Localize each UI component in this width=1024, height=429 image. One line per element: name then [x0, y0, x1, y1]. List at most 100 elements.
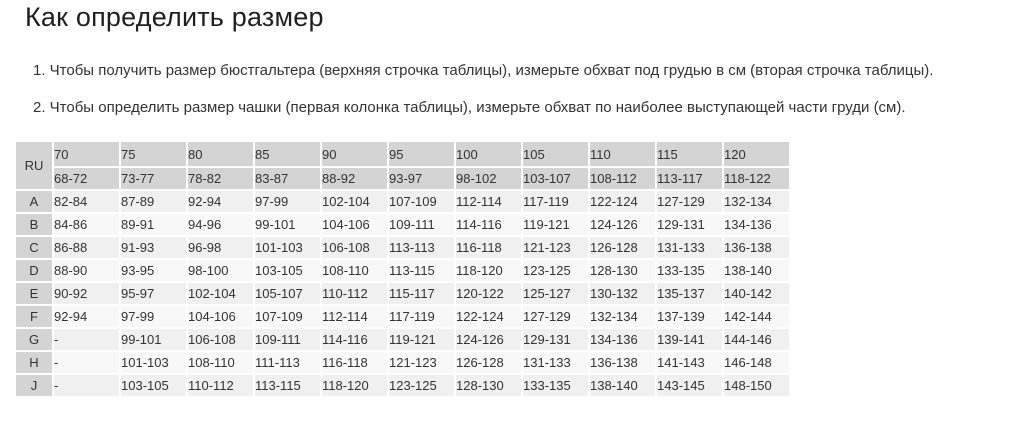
size-range-cell: 84-86 [54, 214, 119, 235]
size-range-cell: 115-117 [389, 283, 454, 304]
size-range-cell: 114-116 [322, 329, 387, 350]
size-table-body: A 82-84 87-89 92-94 97-99 102-104 107-109 112-1… [16, 191, 789, 396]
size-range-cell: 137-139 [657, 306, 722, 327]
size-range-cell: 112-114 [456, 191, 521, 212]
size-range-cell: 101-103 [121, 352, 186, 373]
size-range-cell: 127-129 [523, 306, 588, 327]
cup-row-d: D 88-90 93-95 98-100 103-105 108-110 113-115 11… [16, 260, 789, 281]
instruction-step-1: 1. Чтобы получить размер бюстгальтера (в… [33, 62, 934, 79]
size-range-cell: 108-110 [322, 260, 387, 281]
size-range-cell: 119-121 [523, 214, 588, 235]
size-range-cell: 127-129 [657, 191, 722, 212]
size-range-cell: 103-105 [255, 260, 320, 281]
page-title: Как определить размер [25, 2, 324, 32]
size-range-cell: 99-101 [121, 329, 186, 350]
size-range-cell: 128-130 [456, 375, 521, 396]
size-range-cell: 90-92 [54, 283, 119, 304]
size-range-cell: 110-112 [188, 375, 253, 396]
size-range-cell: 111-113 [255, 352, 320, 373]
size-range-cell: 118-120 [322, 375, 387, 396]
size-range-cell: 108-110 [188, 352, 253, 373]
size-range-cell: 133-135 [657, 260, 722, 281]
cup-row-f: F 92-94 97-99 104-106 107-109 112-114 117-119 1… [16, 306, 789, 327]
size-range-cell: 104-106 [322, 214, 387, 235]
size-range-cell: 112-114 [322, 306, 387, 327]
band-size-cell: 75 [121, 142, 186, 166]
underbust-range-cell: 103-107 [523, 168, 588, 189]
size-range-cell: 129-131 [523, 329, 588, 350]
cup-row-a: A 82-84 87-89 92-94 97-99 102-104 107-109 112-1… [16, 191, 789, 212]
band-size-cell: 120 [724, 142, 789, 166]
size-range-cell: 122-124 [456, 306, 521, 327]
size-range-cell: 92-94 [188, 191, 253, 212]
size-range-cell: 86-88 [54, 237, 119, 258]
band-size-cell: 105 [523, 142, 588, 166]
size-range-cell: 141-143 [657, 352, 722, 373]
band-size-cell: 85 [255, 142, 320, 166]
size-range-cell: 131-133 [657, 237, 722, 258]
size-range-cell: 97-99 [121, 306, 186, 327]
size-range-cell: 144-146 [724, 329, 789, 350]
cup-label-cell: J [16, 375, 52, 396]
size-range-cell: 93-95 [121, 260, 186, 281]
size-range-cell: 122-124 [590, 191, 655, 212]
size-range-cell: 109-111 [255, 329, 320, 350]
size-range-cell: 121-123 [523, 237, 588, 258]
cup-label-cell: E [16, 283, 52, 304]
underbust-range-cell: 73-77 [121, 168, 186, 189]
size-range-cell: 129-131 [657, 214, 722, 235]
band-size-cell: 115 [657, 142, 722, 166]
size-range-cell: 104-106 [188, 306, 253, 327]
underbust-range-cell: 108-112 [590, 168, 655, 189]
band-size-cell: 110 [590, 142, 655, 166]
cup-label-cell: G [16, 329, 52, 350]
underbust-range-cell: 93-97 [389, 168, 454, 189]
band-size-cell: 80 [188, 142, 253, 166]
size-range-cell: 99-101 [255, 214, 320, 235]
cup-label-cell: B [16, 214, 52, 235]
cup-label-cell: C [16, 237, 52, 258]
size-range-cell: 119-121 [389, 329, 454, 350]
size-range-cell: 96-98 [188, 237, 253, 258]
size-range-cell: 116-118 [322, 352, 387, 373]
size-range-cell: 113-115 [255, 375, 320, 396]
size-range-cell: 117-119 [389, 306, 454, 327]
size-range-cell: 148-150 [724, 375, 789, 396]
cup-label-cell: A [16, 191, 52, 212]
size-range-cell: 121-123 [389, 352, 454, 373]
size-range-cell: 107-109 [255, 306, 320, 327]
size-range-cell: 136-138 [724, 237, 789, 258]
size-range-cell: 117-119 [523, 191, 588, 212]
underbust-range-cell: 68-72 [54, 168, 119, 189]
size-range-cell: 105-107 [255, 283, 320, 304]
size-range-cell: 98-100 [188, 260, 253, 281]
size-range-cell: 123-125 [523, 260, 588, 281]
size-range-cell: 113-115 [389, 260, 454, 281]
underbust-range-cell: 118-122 [724, 168, 789, 189]
cup-label-cell: H [16, 352, 52, 373]
size-range-cell: 138-140 [590, 375, 655, 396]
band-size-cell: 100 [456, 142, 521, 166]
band-size-cell: 70 [54, 142, 119, 166]
size-range-cell: 132-134 [590, 306, 655, 327]
size-range-cell: 87-89 [121, 191, 186, 212]
size-range-cell: 133-135 [523, 375, 588, 396]
size-range-cell: 126-128 [456, 352, 521, 373]
underbust-range-cell: 113-117 [657, 168, 722, 189]
size-range-cell: 130-132 [590, 283, 655, 304]
size-range-cell: 125-127 [523, 283, 588, 304]
size-range-cell: 139-141 [657, 329, 722, 350]
size-range-cell: - [54, 352, 119, 373]
cup-row-c: C 86-88 91-93 96-98 101-103 106-108 113-113 116… [16, 237, 789, 258]
size-range-cell: 143-145 [657, 375, 722, 396]
size-range-cell: 131-133 [523, 352, 588, 373]
size-range-cell: 95-97 [121, 283, 186, 304]
size-range-cell: 113-113 [389, 237, 454, 258]
size-range-cell: 116-118 [456, 237, 521, 258]
size-range-cell: 138-140 [724, 260, 789, 281]
band-size-cell: 95 [389, 142, 454, 166]
size-range-cell: 97-99 [255, 191, 320, 212]
size-range-cell: 120-122 [456, 283, 521, 304]
size-range-cell: 134-136 [724, 214, 789, 235]
